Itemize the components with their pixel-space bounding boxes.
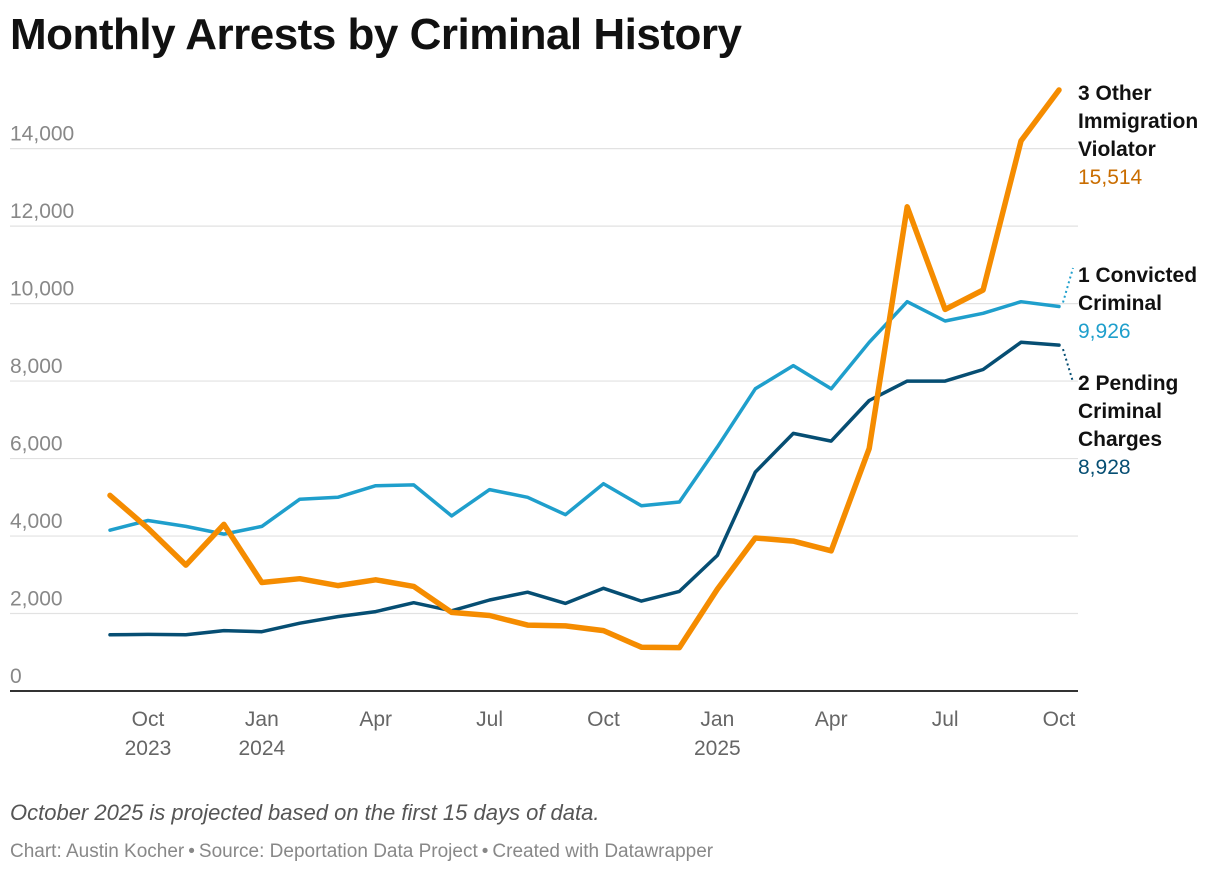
x-axis: Oct 2023 Jan 2024 Apr Jul Oct Jan 2025 Apr Jul Oct: [10, 690, 1078, 760]
series-label-convicted: Criminal: [1078, 292, 1162, 315]
x-tick-label: Oct: [1043, 708, 1076, 731]
x-tick-label: Oct: [587, 708, 620, 731]
y-axis-ticks: 0 2,000 4,000 6,000 8,000 10,000 12,000 14,000: [10, 123, 74, 688]
series-lines: [107, 87, 1062, 651]
footer-created-with: Created with Datawrapper: [492, 841, 714, 862]
series-value-convicted: 9,926: [1078, 320, 1131, 343]
y-tick-label: 4,000: [10, 510, 63, 533]
y-tick-label: 8,000: [10, 355, 63, 378]
chart-note: October 2025 is projected based on the f…: [10, 800, 600, 825]
footer-separator: •: [481, 841, 489, 862]
y-tick-label: 14,000: [10, 123, 74, 146]
y-tick-label: 6,000: [10, 433, 63, 456]
x-tick-label: Apr: [815, 708, 848, 731]
gridlines: [10, 148, 1078, 615]
series-label-pending: Criminal: [1078, 400, 1162, 423]
series-label-pending: Charges: [1078, 428, 1162, 451]
footer-source: Source: Deportation Data Project: [198, 841, 478, 862]
series-label-convicted: 1 Convicted: [1078, 264, 1197, 287]
series-line-pending: [108, 340, 1061, 637]
x-tick-year: 2025: [694, 737, 741, 760]
x-tick-label: Apr: [359, 708, 392, 731]
x-tick-label: Oct: [132, 708, 165, 731]
x-tick-label: Jan: [700, 708, 734, 731]
leader-line-pending: [1062, 348, 1074, 383]
chart-footer: Chart: Austin Kocher • Source: Deportation…: [10, 841, 713, 863]
series-label-other: Immigration: [1078, 110, 1198, 133]
footer-separator: •: [188, 841, 195, 862]
y-tick-label: 2,000: [10, 588, 63, 611]
x-tick-label: Jul: [932, 708, 959, 731]
y-tick-label: 12,000: [10, 200, 74, 223]
x-tick-label: Jul: [476, 708, 503, 731]
footer-chart-credit: Chart: Austin Kocher: [10, 841, 185, 862]
line-chart: 02,0004,0006,0008,00010,00012,00014,000 …: [10, 82, 1198, 760]
x-tick-year: 2023: [125, 737, 172, 760]
series-label-other: Violator: [1078, 138, 1156, 161]
series-value-other: 15,514: [1078, 166, 1143, 189]
series-label-other: 3 Other: [1078, 82, 1152, 105]
x-tick-label: Jan: [245, 708, 279, 731]
y-tick-label: 0: [10, 665, 22, 688]
chart-title: Monthly Arrests by Criminal History: [10, 10, 742, 59]
series-value-pending: 8,928: [1078, 456, 1131, 479]
leader-line-convicted: [1062, 267, 1074, 303]
series-label-pending: 2 Pending: [1078, 372, 1178, 395]
series-line-other: [107, 87, 1062, 651]
x-tick-year: 2024: [238, 737, 285, 760]
series-line-convicted: [108, 299, 1061, 536]
series-labels: 1 Convicted Criminal 9,926 2 Pending Crimina…: [1062, 82, 1198, 479]
y-tick-label: 10,000: [10, 278, 74, 301]
